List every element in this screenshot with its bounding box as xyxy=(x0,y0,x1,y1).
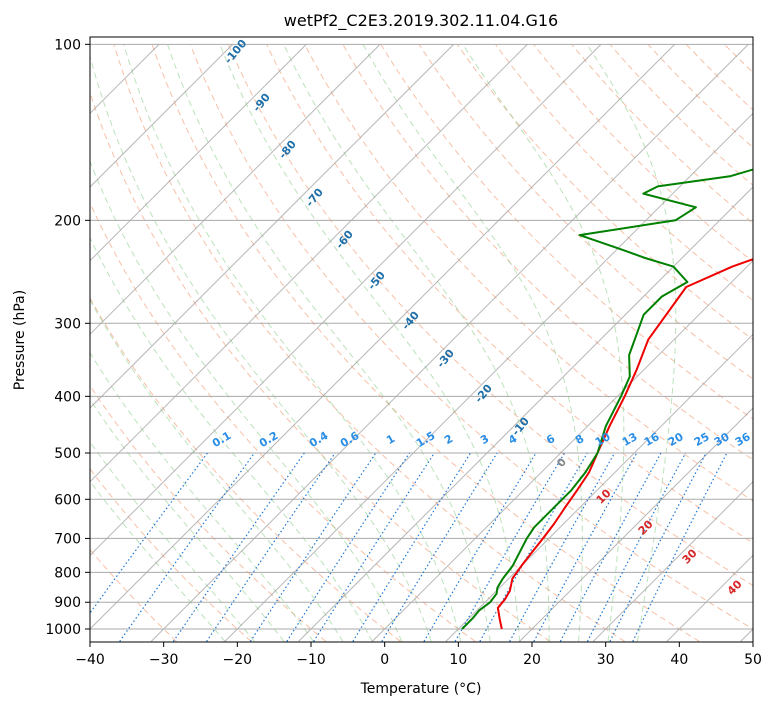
y-tick-label: 500 xyxy=(54,446,81,462)
moist-adiabat-line xyxy=(362,44,583,642)
dry-adiabat-line xyxy=(90,468,252,642)
isotherm-line xyxy=(445,333,753,642)
x-tick-label: 40 xyxy=(670,652,688,668)
isotherm-line xyxy=(371,259,753,642)
moist-adiabat-line xyxy=(462,44,625,642)
dry-adiabat-line xyxy=(304,44,753,502)
y-axis-label: Pressure (hPa) xyxy=(12,290,28,390)
x-tick-label: 20 xyxy=(523,652,541,668)
isotherm-line xyxy=(90,43,602,557)
plot-frame xyxy=(89,36,754,643)
y-tick-label: 100 xyxy=(54,37,81,53)
isotherm-line xyxy=(519,407,753,642)
y-tick-label: 900 xyxy=(54,595,81,611)
x-tick-label: 0 xyxy=(380,652,389,668)
series-layer xyxy=(461,168,753,630)
mixing-ratio-line xyxy=(90,452,208,615)
isotherm-line xyxy=(90,43,307,262)
chart-title: wetPf2_C2E3.2019.302.11.04.G16 xyxy=(284,11,558,31)
dry-adiabat-line xyxy=(266,44,753,544)
moist-adiabat-line xyxy=(90,236,373,642)
x-axis-label: Temperature (°C) xyxy=(360,681,482,697)
moist-adiabat-line xyxy=(90,398,285,642)
mixing-ratio-line xyxy=(423,452,537,642)
x-tick-label: 50 xyxy=(744,652,762,668)
x-tick-label: −40 xyxy=(75,652,105,668)
x-tick-label: −30 xyxy=(149,652,179,668)
x-tick-label: −20 xyxy=(223,652,253,668)
mixing-ratio-line xyxy=(454,452,566,642)
moist-adiabat-line xyxy=(90,298,344,642)
dry-adiabat-line xyxy=(418,44,753,380)
isotherm-line xyxy=(90,43,234,188)
moist-adiabat-line xyxy=(90,54,432,642)
temperature-profile-line xyxy=(496,258,753,630)
dry-adiabat-line xyxy=(90,384,327,642)
mixing-ratio-line xyxy=(119,452,255,642)
y-tick-label: 400 xyxy=(54,389,81,405)
mixing-ratio-line xyxy=(313,452,435,642)
dry-adiabat-line xyxy=(113,44,625,642)
mixing-ratio-line xyxy=(206,452,336,642)
moist-adiabat-line xyxy=(586,44,677,642)
moist-adiabat-line xyxy=(167,44,491,642)
x-tick-label: −10 xyxy=(296,652,326,668)
mixing-ratio-line xyxy=(172,452,305,642)
isotherm-line xyxy=(90,43,528,483)
mixing-ratio-line xyxy=(249,452,377,642)
moist-adiabat-line xyxy=(90,351,314,642)
moist-adiabat-line xyxy=(219,44,521,642)
y-tick-label: 800 xyxy=(54,565,81,581)
y-tick-label: 300 xyxy=(54,316,81,332)
dry-adiabat-line xyxy=(227,44,753,587)
isotherm-line xyxy=(224,112,753,642)
isotherm-line xyxy=(90,43,381,336)
y-tick-label: 1000 xyxy=(45,622,81,638)
y-tick-label: 600 xyxy=(54,492,81,508)
y-tick-label: 700 xyxy=(54,531,81,547)
dry-adiabat-line xyxy=(151,44,700,642)
moist-adiabat-line xyxy=(90,441,255,642)
mixing-ratio-line xyxy=(559,452,662,642)
isotherm-line xyxy=(90,43,676,630)
moist-adiabat-line xyxy=(283,44,550,642)
x-tick-label: 30 xyxy=(597,652,615,668)
x-tick-label: 10 xyxy=(449,652,467,668)
y-tick-label: 200 xyxy=(54,213,81,229)
isotherm-line xyxy=(90,43,455,409)
moist-adiabat-line xyxy=(123,44,462,642)
dewpoint-profile-line xyxy=(461,168,753,630)
axis-layer: −40 −30 −20 −10 0 10 20 30 40 50 100 200 300 400 500 60… xyxy=(45,37,762,668)
grid-layer xyxy=(90,43,753,642)
isotherm-line xyxy=(298,186,753,642)
isotherm-line xyxy=(150,43,749,642)
dry-adiabat-line xyxy=(189,44,753,630)
isotherm-line xyxy=(592,480,753,642)
moist-adiabat-line xyxy=(90,480,226,642)
dry-adiabat-line xyxy=(494,44,753,302)
